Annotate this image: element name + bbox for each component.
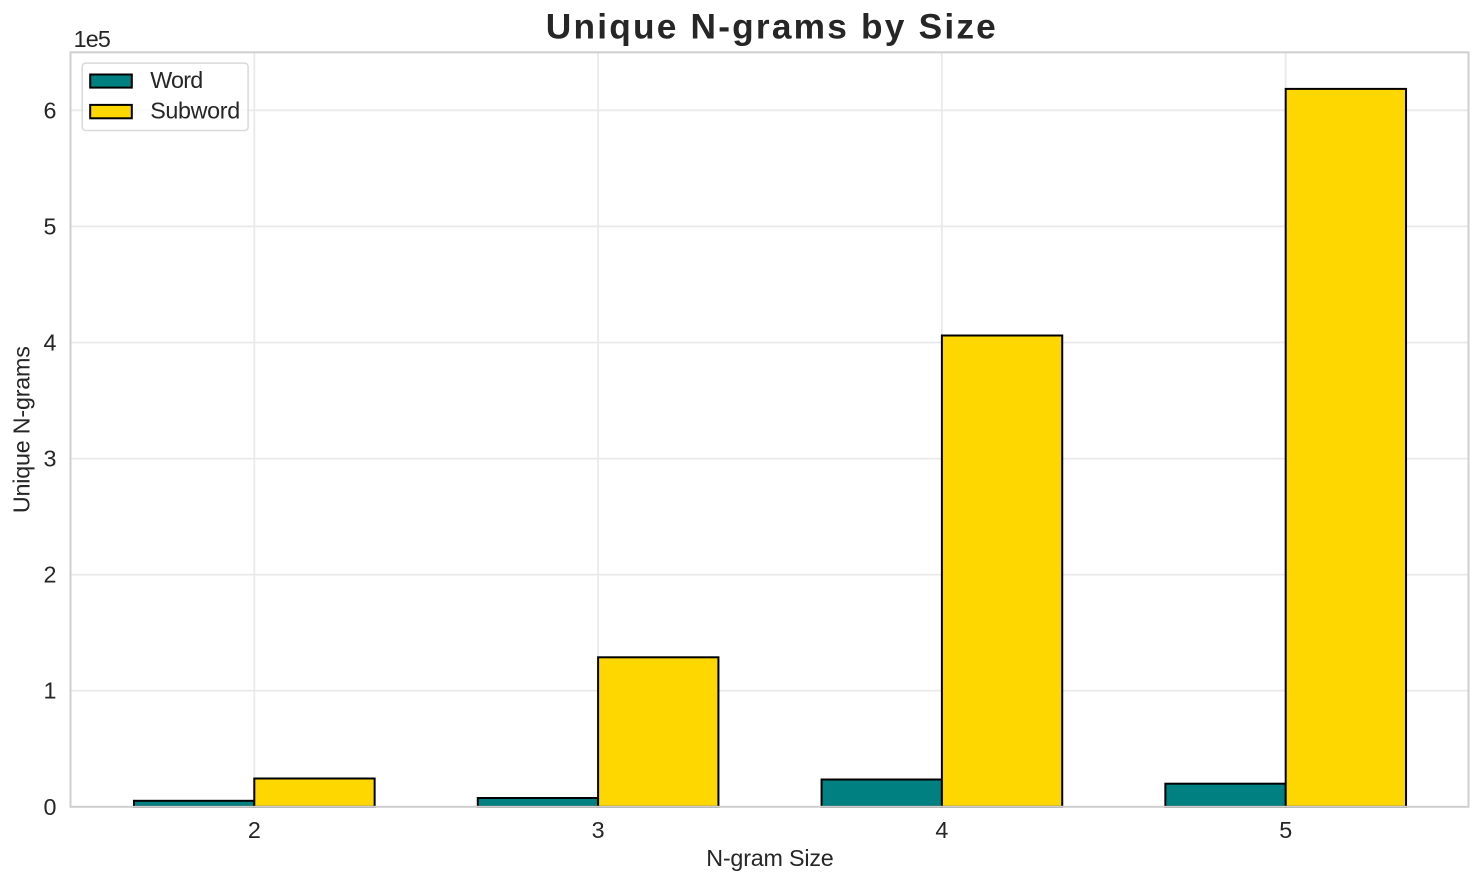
svg-text:5: 5 — [1279, 817, 1292, 843]
svg-text:3: 3 — [592, 817, 605, 843]
svg-text:4: 4 — [44, 330, 57, 356]
svg-text:Word: Word — [150, 67, 203, 93]
svg-text:1: 1 — [44, 678, 57, 704]
svg-text:1e5: 1e5 — [74, 26, 111, 52]
svg-text:Unique N-grams: Unique N-grams — [9, 346, 35, 513]
svg-text:6: 6 — [44, 97, 57, 123]
svg-text:2: 2 — [44, 562, 57, 588]
svg-text:5: 5 — [44, 213, 57, 239]
svg-text:4: 4 — [935, 817, 948, 843]
svg-text:3: 3 — [44, 446, 57, 472]
svg-text:N-gram Size: N-gram Size — [706, 845, 834, 871]
svg-text:Subword: Subword — [150, 98, 240, 124]
svg-text:2: 2 — [248, 817, 261, 843]
svg-text:0: 0 — [44, 794, 57, 820]
